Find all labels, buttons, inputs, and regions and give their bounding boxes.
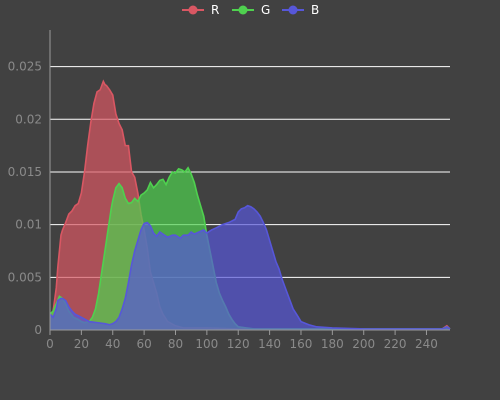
y-axis-ticks: 0 0.005 0.01 0.015 0.02 0.025 bbox=[8, 60, 42, 337]
x-tick-label: 0 bbox=[46, 337, 54, 351]
x-tick-label: 80 bbox=[168, 337, 183, 351]
x-tick-label: 60 bbox=[136, 337, 151, 351]
legend-label: G bbox=[261, 3, 270, 17]
legend-item-g[interactable]: G bbox=[232, 3, 270, 17]
series-b-area bbox=[50, 205, 450, 330]
y-tick-label: 0.025 bbox=[8, 60, 42, 74]
y-tick-label: 0.005 bbox=[8, 270, 42, 284]
x-tick-label: 220 bbox=[384, 337, 407, 351]
legend-label: R bbox=[211, 3, 219, 17]
y-tick-label: 0.01 bbox=[15, 218, 42, 232]
x-axis-ticks: 0 20 40 60 80 100 120 140 160 180 200 220 240 bbox=[46, 330, 438, 351]
series-b-line bbox=[49, 204, 451, 330]
series-areas bbox=[49, 79, 451, 330]
x-tick-label: 20 bbox=[74, 337, 89, 351]
legend-swatch-marker bbox=[288, 5, 298, 15]
axes bbox=[49, 30, 450, 331]
series-b bbox=[49, 204, 451, 330]
legend-item-r[interactable]: R bbox=[182, 3, 219, 17]
legend-label: B bbox=[311, 3, 319, 17]
y-tick-label: 0 bbox=[34, 323, 42, 337]
y-tick-label: 0.015 bbox=[8, 165, 42, 179]
y-tick-label: 0.02 bbox=[15, 112, 42, 126]
x-tick-label: 160 bbox=[290, 337, 313, 351]
legend-swatch-marker bbox=[188, 5, 198, 15]
x-tick-label: 100 bbox=[195, 337, 218, 351]
x-tick-label: 120 bbox=[227, 337, 250, 351]
legend-swatch-marker bbox=[238, 5, 248, 15]
x-tick-label: 180 bbox=[321, 337, 344, 351]
x-tick-label: 200 bbox=[352, 337, 375, 351]
x-tick-label: 40 bbox=[105, 337, 120, 351]
x-tick-label: 140 bbox=[258, 337, 281, 351]
x-tick-label: 240 bbox=[415, 337, 438, 351]
legend-item-b[interactable]: B bbox=[282, 3, 319, 17]
